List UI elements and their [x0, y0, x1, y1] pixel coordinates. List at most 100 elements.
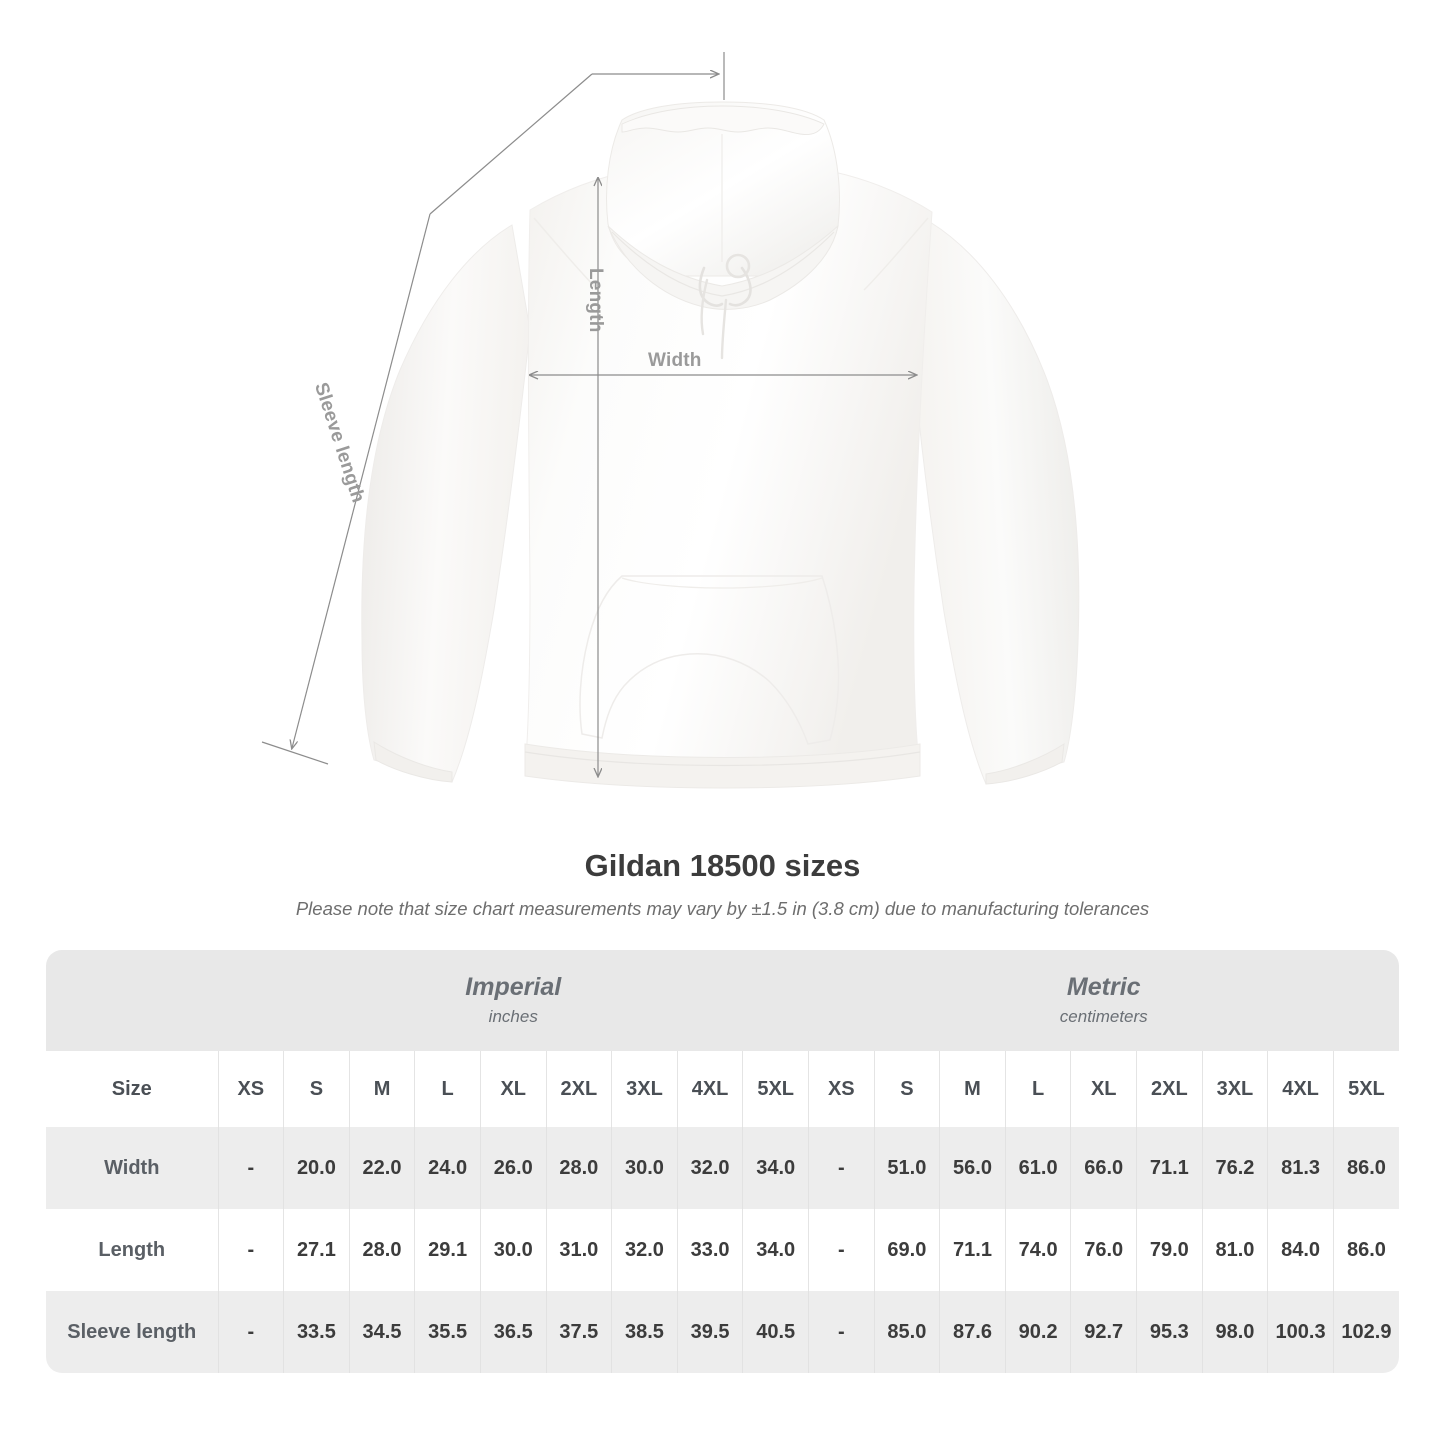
- group-header-spacer: [46, 950, 218, 1052]
- cell-width-metric-xs: -: [807, 1127, 875, 1210]
- size-header-imperial-4xl: 4XL: [676, 1051, 743, 1128]
- row-label-length: Length: [46, 1209, 218, 1292]
- group-title-imperial: Imperial: [465, 973, 562, 1001]
- tolerance-note: Please note that size chart measurements…: [295, 898, 1150, 919]
- size-header-imperial-s: S: [283, 1051, 350, 1128]
- row-label-sleeve-length: Sleeve length: [46, 1291, 218, 1374]
- size-header-metric-xs: XS: [807, 1051, 875, 1128]
- cell-sleeve-length-metric-xs: -: [807, 1291, 875, 1374]
- sleeve-leader-diagonal: [429, 73, 593, 215]
- cell-width-metric-5xl: 86.0: [1332, 1127, 1399, 1210]
- cell-width-imperial-s: 20.0: [283, 1127, 350, 1210]
- cell-length-metric-l: 74.0: [1004, 1209, 1071, 1292]
- measurement-lines: [261, 52, 916, 776]
- cell-width-imperial-m: 22.0: [348, 1127, 415, 1210]
- cell-length-imperial-3xl: 32.0: [611, 1209, 678, 1292]
- cell-sleeve-length-imperial-xs: -: [217, 1291, 284, 1374]
- size-header-imperial-l: L: [414, 1051, 481, 1128]
- size-header-imperial-3xl: 3XL: [611, 1051, 678, 1128]
- cell-width-imperial-3xl: 30.0: [611, 1127, 678, 1210]
- length-label: Length: [585, 268, 606, 333]
- size-header-metric-4xl: 4XL: [1267, 1051, 1334, 1128]
- size-header-imperial-m: M: [348, 1051, 415, 1128]
- cell-width-imperial-l: 24.0: [414, 1127, 481, 1210]
- cell-length-imperial-xs: -: [217, 1209, 284, 1292]
- group-subtitle-imperial: inches: [488, 1007, 538, 1027]
- table-row: Width -20.0 22.0 24.0 26.0 28.0 30.0 32.0 34.0-5…: [46, 1127, 1399, 1210]
- width-label: Width: [648, 350, 702, 371]
- group-title-metric: Metric: [1066, 973, 1141, 1001]
- size-header-metric-xl: XL: [1070, 1051, 1137, 1128]
- cell-sleeve-length-metric-4xl: 100.3: [1267, 1291, 1334, 1374]
- cell-sleeve-length-imperial-s: 33.5: [283, 1291, 350, 1374]
- cell-width-metric-4xl: 81.3: [1267, 1127, 1334, 1210]
- row-label-width: Width: [46, 1127, 218, 1210]
- hoodie-illustration: Length Width Sleeve length: [261, 52, 1080, 789]
- size-header-row: Size XS S M L XL 2XL 3XL 4XL 5XL XS S M L XL 2XL 3XL 4XL…: [46, 1051, 1399, 1128]
- cell-width-metric-2xl: 71.1: [1136, 1127, 1203, 1210]
- group-header-imperial: Imperial inches: [218, 950, 809, 1052]
- cell-width-metric-3xl: 76.2: [1201, 1127, 1268, 1210]
- size-header-imperial-xs: XS: [217, 1051, 284, 1128]
- cell-sleeve-length-imperial-5xl: 40.5: [742, 1291, 809, 1374]
- cell-width-metric-s: 51.0: [873, 1127, 940, 1210]
- cell-sleeve-length-imperial-xl: 36.5: [479, 1291, 547, 1374]
- size-header-metric-l: L: [1004, 1051, 1071, 1128]
- size-header-imperial-5xl: 5XL: [742, 1051, 809, 1128]
- cell-width-imperial-xs: -: [217, 1127, 284, 1210]
- table-row: Length -27.1 28.0 29.1 30.0 31.0 32.0 33.0 34.0-…: [46, 1209, 1399, 1292]
- hoodie-diagram-svg: [261, 52, 1080, 789]
- cell-length-imperial-5xl: 34.0: [742, 1209, 809, 1292]
- cell-length-imperial-m: 28.0: [348, 1209, 415, 1292]
- cell-length-metric-2xl: 79.0: [1136, 1209, 1203, 1292]
- cell-length-metric-s: 69.0: [873, 1209, 940, 1292]
- page-title: Gildan 18500 sizes: [584, 848, 861, 883]
- cell-sleeve-length-metric-l: 90.2: [1004, 1291, 1071, 1374]
- cell-length-imperial-2xl: 31.0: [545, 1209, 612, 1292]
- cell-length-metric-m: 71.1: [939, 1209, 1006, 1292]
- cell-length-metric-4xl: 84.0: [1267, 1209, 1334, 1292]
- cell-sleeve-length-metric-3xl: 98.0: [1201, 1291, 1268, 1374]
- cell-sleeve-length-imperial-2xl: 37.5: [545, 1291, 612, 1374]
- unit-group-header-row: Imperial inches Metric centimeters: [46, 950, 1399, 1052]
- table-row: Sleeve length -33.5 34.5 35.5 36.5 37.5 38.5 39…: [46, 1291, 1399, 1374]
- cell-width-imperial-2xl: 28.0: [545, 1127, 612, 1210]
- size-header-label: Size: [46, 1051, 218, 1128]
- cell-sleeve-length-imperial-4xl: 39.5: [676, 1291, 743, 1374]
- hoodie-garment: [361, 101, 1080, 789]
- sleeve-bottom-tick: [261, 741, 329, 765]
- cell-length-metric-5xl: 86.0: [1332, 1209, 1399, 1292]
- cell-sleeve-length-metric-s: 85.0: [873, 1291, 940, 1374]
- size-header-metric-2xl: 2XL: [1136, 1051, 1203, 1128]
- cell-width-metric-l: 61.0: [1004, 1127, 1071, 1210]
- group-header-metric: Metric centimeters: [808, 950, 1399, 1052]
- group-subtitle-metric: centimeters: [1059, 1007, 1148, 1027]
- cell-width-metric-m: 56.0: [939, 1127, 1006, 1210]
- size-header-metric-m: M: [939, 1051, 1006, 1128]
- cell-length-imperial-4xl: 33.0: [676, 1209, 743, 1292]
- size-header-metric-5xl: 5XL: [1332, 1051, 1399, 1128]
- cell-length-imperial-l: 29.1: [414, 1209, 481, 1292]
- cell-width-imperial-5xl: 34.0: [742, 1127, 809, 1210]
- size-header-metric-s: S: [873, 1051, 940, 1128]
- cell-sleeve-length-metric-5xl: 102.9: [1332, 1291, 1399, 1374]
- size-chart-table: Imperial inches Metric centimeters Size …: [46, 950, 1399, 1374]
- cell-width-imperial-4xl: 32.0: [676, 1127, 743, 1210]
- cell-width-imperial-xl: 26.0: [479, 1127, 547, 1210]
- cell-sleeve-length-imperial-l: 35.5: [414, 1291, 481, 1374]
- cell-length-metric-xs: -: [807, 1209, 875, 1292]
- cell-length-metric-3xl: 81.0: [1201, 1209, 1268, 1292]
- size-header-imperial-xl: XL: [479, 1051, 547, 1128]
- cell-sleeve-length-imperial-3xl: 38.5: [611, 1291, 678, 1374]
- sleeve-length-arrow: [292, 213, 431, 748]
- cell-length-imperial-s: 27.1: [283, 1209, 350, 1292]
- size-chart-table-wrapper: Imperial inches Metric centimeters Size …: [46, 950, 1399, 1374]
- cell-sleeve-length-metric-xl: 92.7: [1070, 1291, 1137, 1374]
- cell-sleeve-length-metric-2xl: 95.3: [1136, 1291, 1203, 1374]
- size-header-metric-3xl: 3XL: [1201, 1051, 1268, 1128]
- cell-sleeve-length-metric-m: 87.6: [939, 1291, 1006, 1374]
- cell-length-imperial-xl: 30.0: [479, 1209, 547, 1292]
- cell-sleeve-length-imperial-m: 34.5: [348, 1291, 415, 1374]
- cell-width-metric-xl: 66.0: [1070, 1127, 1137, 1210]
- size-table-body: Width -20.0 22.0 24.0 26.0 28.0 30.0 32.0 34.0-5…: [46, 1127, 1399, 1374]
